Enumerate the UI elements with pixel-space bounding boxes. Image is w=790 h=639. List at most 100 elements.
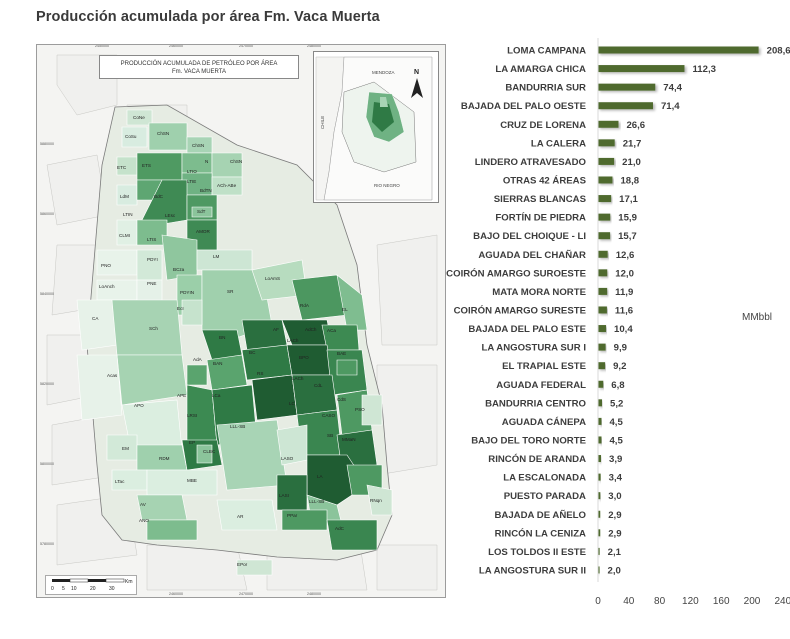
svg-text:CdL: CdL	[314, 383, 323, 388]
x-tick-label: 40	[623, 596, 635, 607]
svg-text:LRSI: LRSI	[187, 413, 197, 418]
svg-text:SCh: SCh	[149, 326, 158, 331]
scale-tick: 20	[90, 586, 96, 592]
svg-text:SR: SR	[227, 289, 234, 294]
bar	[598, 213, 611, 221]
value-label: 6,8	[611, 380, 625, 391]
svg-text:PSO: PSO	[355, 407, 365, 412]
category-label: BANDURRIA SUR	[505, 83, 586, 94]
category-label: AGUADA DEL CHAÑAR	[478, 250, 586, 261]
svg-text:MMaN: MMaN	[342, 437, 356, 442]
scale-tick: 0	[51, 586, 54, 592]
svg-text:BC: BC	[249, 350, 256, 355]
category-label: OTRAS 42 ÁREAS	[503, 174, 587, 186]
svg-text:EM: EM	[122, 446, 129, 451]
category-label: RINCÓN LA CENIZA	[495, 527, 586, 539]
bar	[598, 120, 619, 128]
category-label: SIERRAS BLANCAS	[494, 194, 587, 205]
svg-text:LTIE: LTIE	[187, 179, 196, 184]
page-title: Producción acumulada por área Fm. Vaca M…	[36, 9, 380, 25]
bar	[598, 436, 602, 444]
value-label: 2,1	[608, 547, 622, 558]
scale-tick: 10	[71, 586, 77, 592]
svg-text:SB: SB	[327, 433, 333, 438]
bar	[598, 306, 607, 314]
value-label: 2,0	[608, 565, 621, 576]
value-label: 74,4	[663, 83, 682, 94]
svg-text:AV: AV	[140, 502, 147, 507]
value-label: 10,4	[614, 324, 633, 335]
svg-text:AdCh: AdCh	[305, 327, 317, 332]
svg-text:LEsc: LEsc	[165, 213, 176, 218]
svg-text:LC: LC	[289, 401, 296, 406]
category-label: MATA MORA NORTE	[492, 287, 586, 298]
svg-text:5860000: 5860000	[40, 212, 54, 216]
category-label: AGUADA CÁNEPA	[502, 416, 586, 428]
svg-text:SdT: SdT	[197, 209, 206, 214]
svg-text:RdA: RdA	[300, 303, 310, 308]
svg-text:BPO: BPO	[299, 355, 309, 360]
category-label: LA CALERA	[531, 138, 586, 149]
svg-text:AMOR: AMOR	[196, 229, 210, 234]
svg-text:CoNe: CoNe	[133, 115, 145, 120]
bar	[598, 492, 601, 500]
svg-text:BdC: BdC	[154, 194, 164, 199]
scale-tick: 5	[62, 586, 65, 592]
bar	[598, 195, 612, 203]
location-inset-map: MENDOZA CHILE RIO NEGRO N	[313, 51, 439, 203]
bar	[598, 566, 600, 574]
x-tick-label: 80	[654, 596, 666, 607]
svg-text:LLL-SB: LLL-SB	[309, 499, 324, 504]
x-tick-label: 240	[774, 596, 790, 607]
inset-label-mendoza: MENDOZA	[372, 70, 395, 75]
value-label: 4,5	[609, 417, 623, 428]
svg-text:5820000: 5820000	[40, 382, 54, 386]
svg-text:ChSN: ChSN	[157, 131, 169, 136]
inset-label-chile: CHILE	[320, 116, 325, 129]
svg-text:BCza: BCza	[173, 267, 185, 272]
svg-text:PDYI: PDYI	[147, 257, 158, 262]
area-map: CoNe ChSN CoSu ChSN N ChSN ETC ETS LTIO …	[36, 44, 446, 598]
bar	[598, 417, 602, 425]
value-label: 9,9	[614, 343, 627, 354]
value-label: 12,6	[616, 250, 635, 261]
svg-text:RS: RS	[257, 371, 263, 376]
svg-text:EL: EL	[342, 307, 348, 312]
svg-text:Acas: Acas	[107, 373, 118, 378]
category-label: AGUADA FEDERAL	[496, 380, 586, 391]
bar	[598, 232, 611, 240]
svg-text:CASO: CASO	[322, 413, 335, 418]
bar	[598, 547, 600, 555]
svg-text:PNE: PNE	[147, 281, 156, 286]
svg-text:2460000: 2460000	[169, 45, 183, 48]
svg-text:CoSu: CoSu	[125, 134, 137, 139]
svg-text:ETC: ETC	[117, 165, 127, 170]
value-label: 4,5	[609, 435, 623, 446]
bar	[598, 46, 759, 54]
bar	[598, 343, 606, 351]
category-label: BAJADA DEL PALO ESTE	[468, 324, 586, 335]
svg-text:2450000: 2450000	[95, 45, 109, 48]
map-title-line1: PRODUCCIÓN ACUMULADA DE PETRÓLEO POR ÁRE…	[120, 61, 278, 67]
category-label: LA ANGOSTURA SUR II	[479, 565, 586, 576]
svg-text:EPor: EPor	[237, 562, 248, 567]
value-label: 3,4	[609, 473, 623, 484]
bar	[598, 529, 601, 537]
svg-text:LoAmS: LoAmS	[265, 276, 280, 281]
svg-text:PNO: PNO	[101, 263, 111, 268]
category-label: LOS TOLDOS II ESTE	[488, 547, 587, 558]
bar	[598, 399, 603, 407]
bar	[598, 250, 608, 258]
scale-unit: Km	[125, 579, 133, 585]
value-label: 15,7	[618, 231, 637, 242]
bar	[598, 473, 601, 481]
svg-text:LdM: LdM	[120, 194, 129, 199]
bar	[598, 510, 601, 518]
unit-label: MMbbl	[742, 312, 773, 323]
map-title-box: PRODUCCIÓN ACUMULADA DE PETRÓLEO POR ÁRE…	[99, 55, 299, 79]
svg-text:RDM: RDM	[159, 456, 170, 461]
svg-text:CLBC: CLBC	[203, 449, 216, 454]
x-tick-label: 200	[744, 596, 761, 607]
svg-text:5880000: 5880000	[40, 142, 54, 146]
category-label: BAJADA DEL PALO OESTE	[461, 101, 587, 112]
